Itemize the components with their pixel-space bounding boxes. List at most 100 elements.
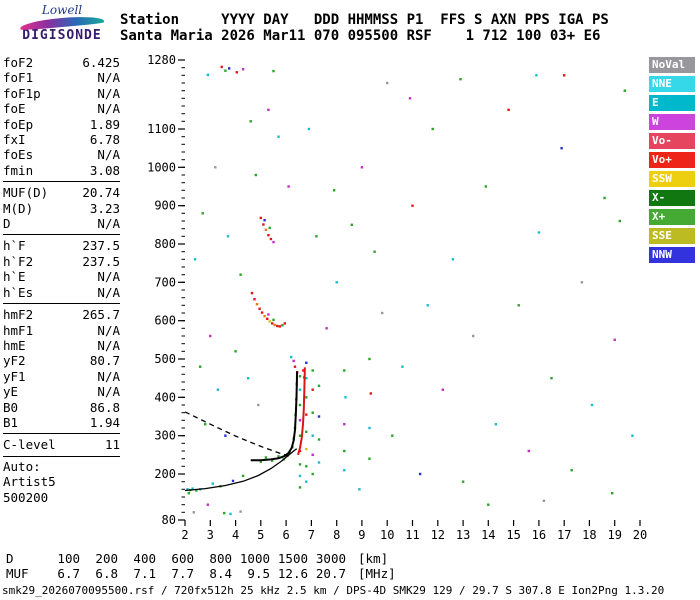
svg-text:18: 18 <box>582 528 596 542</box>
svg-text:5: 5 <box>257 528 264 542</box>
svg-text:1100: 1100 <box>147 122 176 136</box>
svg-text:80: 80 <box>162 513 176 527</box>
legend-item-w: W <box>649 114 695 130</box>
parameter-row: h`Es N/A <box>3 285 120 300</box>
parameter-row: B0 86.8 <box>3 400 120 415</box>
param-value: 237.5 <box>82 253 120 269</box>
param-value: 1.89 <box>89 116 120 132</box>
param-value: 80.7 <box>89 353 120 369</box>
svg-text:17: 17 <box>557 528 571 542</box>
parameter-row: D N/A <box>3 216 120 231</box>
legend-item-x: X- <box>649 190 695 206</box>
dmuf-value: 12.6 <box>277 566 308 581</box>
header: Station YYYY DAY DDD HHMMSS P1 FFS S AXN… <box>120 12 609 44</box>
param-value: N/A <box>97 101 120 117</box>
parameter-group: hmF2 265.7 hmF1 N/A hmE N/A yF2 80.7 yF1 N/A yE N/A… <box>3 306 120 435</box>
autoscaling-line: Auto: <box>3 458 41 474</box>
parameter-group: C-level 11 <box>3 436 120 457</box>
parameter-row: yF2 80.7 <box>3 353 120 368</box>
svg-text:9: 9 <box>358 528 365 542</box>
parameter-row: M(D) 3.23 <box>3 201 120 216</box>
dmuf-value: 6.8 <box>95 566 118 581</box>
param-value: 6.78 <box>89 132 120 148</box>
param-label: B0 <box>3 399 19 415</box>
param-label: yF1 <box>3 368 26 384</box>
param-value: 20.74 <box>82 185 120 201</box>
dmuf-row-label: MUF <box>6 566 29 581</box>
svg-text:300: 300 <box>154 429 176 443</box>
param-label: foF1 <box>3 70 34 86</box>
param-value: N/A <box>97 284 120 300</box>
svg-text:13: 13 <box>456 528 470 542</box>
parameter-row: C-level 11 <box>3 437 120 452</box>
dmuf-unit: [km] <box>358 551 389 566</box>
parameter-row: hmF1 N/A <box>3 323 120 338</box>
svg-text:3: 3 <box>207 528 214 542</box>
header-line2: Santa Maria 2026 Mar11 070 095500 RSF 1 … <box>120 28 601 44</box>
svg-text:12: 12 <box>431 528 445 542</box>
param-label: fmin <box>3 162 34 178</box>
dmuf-value: 1500 <box>277 551 308 566</box>
param-value: 265.7 <box>82 307 120 323</box>
param-label: h`Es <box>3 284 34 300</box>
svg-text:19: 19 <box>607 528 621 542</box>
svg-text:11: 11 <box>405 528 419 542</box>
parameter-row: h`F2 237.5 <box>3 254 120 269</box>
svg-text:8: 8 <box>333 528 340 542</box>
param-label: foEs <box>3 147 34 163</box>
dmuf-value: 600 <box>171 551 194 566</box>
svg-text:2: 2 <box>181 528 188 542</box>
param-label: M(D) <box>3 200 34 216</box>
param-value: N/A <box>97 147 120 163</box>
parameter-row: hmE N/A <box>3 338 120 353</box>
parameter-group: MUF(D) 20.74 M(D) 3.23 D N/A <box>3 184 120 236</box>
param-value: 3.23 <box>89 200 120 216</box>
dmuf-value: 8.4 <box>209 566 232 581</box>
autoscaling-line: Artist5 <box>3 474 56 490</box>
param-label: h`E <box>3 269 26 285</box>
param-label: yE <box>3 384 19 400</box>
legend-item-x: X+ <box>649 209 695 225</box>
svg-text:7: 7 <box>308 528 315 542</box>
param-label: h`F <box>3 238 26 254</box>
svg-text:14: 14 <box>481 528 495 542</box>
param-value: N/A <box>97 70 120 86</box>
legend-item-ssw: SSW <box>649 171 695 187</box>
svg-text:800: 800 <box>154 237 176 251</box>
dmuf-table: D 100 200 400 600 800 1000 1500 3000 [km] MUF 6.7 6.… <box>6 551 396 581</box>
dmuf-value: 6.7 <box>57 566 80 581</box>
param-value: 3.08 <box>89 162 120 178</box>
dmuf-value: 20.7 <box>315 566 346 581</box>
dmuf-value: 100 <box>57 551 80 566</box>
dmuf-value: 7.7 <box>171 566 194 581</box>
svg-text:15: 15 <box>506 528 520 542</box>
param-value: 6.425 <box>82 55 120 70</box>
param-label: foF2 <box>3 55 34 70</box>
header-line1: Station YYYY DAY DDD HHMMSS P1 FFS S AXN… <box>120 12 609 28</box>
param-label: fxI <box>3 132 26 148</box>
dmuf-row-d: D 100 200 400 600 800 1000 1500 3000 [km] <box>6 551 396 566</box>
param-label: B1 <box>3 414 19 430</box>
dmuf-value: 9.5 <box>247 566 270 581</box>
digisonde-logo: Lowell DIGISONDE <box>6 4 118 43</box>
parameter-row: fxI 6.78 <box>3 132 120 147</box>
logo-digisonde-text: DIGISONDE <box>22 28 102 43</box>
parameter-row: yE N/A <box>3 384 120 399</box>
param-label: foEp <box>3 116 34 132</box>
param-label: hmE <box>3 337 26 353</box>
parameter-row: foEs N/A <box>3 147 120 162</box>
svg-text:200: 200 <box>154 467 176 481</box>
legend-item-nne: NNE <box>649 76 695 92</box>
doppler-direction-legend: NoVal NNE E W Vo- Vo+ SSW X- X+ SSE NNW <box>649 57 695 266</box>
legend-item-vo: Vo+ <box>649 152 695 168</box>
param-value: 1.94 <box>89 414 120 430</box>
param-label: h`F2 <box>3 253 34 269</box>
param-value: 86.8 <box>89 399 120 415</box>
param-label: foF1p <box>3 85 41 101</box>
param-value: N/A <box>97 337 120 353</box>
legend-item-nnw: NNW <box>649 247 695 263</box>
svg-text:500: 500 <box>154 352 176 366</box>
svg-text:16: 16 <box>532 528 546 542</box>
dmuf-value: 800 <box>209 551 232 566</box>
status-bar: smk29_2026070095500.rsf / 720fx512h 25 k… <box>2 584 665 597</box>
